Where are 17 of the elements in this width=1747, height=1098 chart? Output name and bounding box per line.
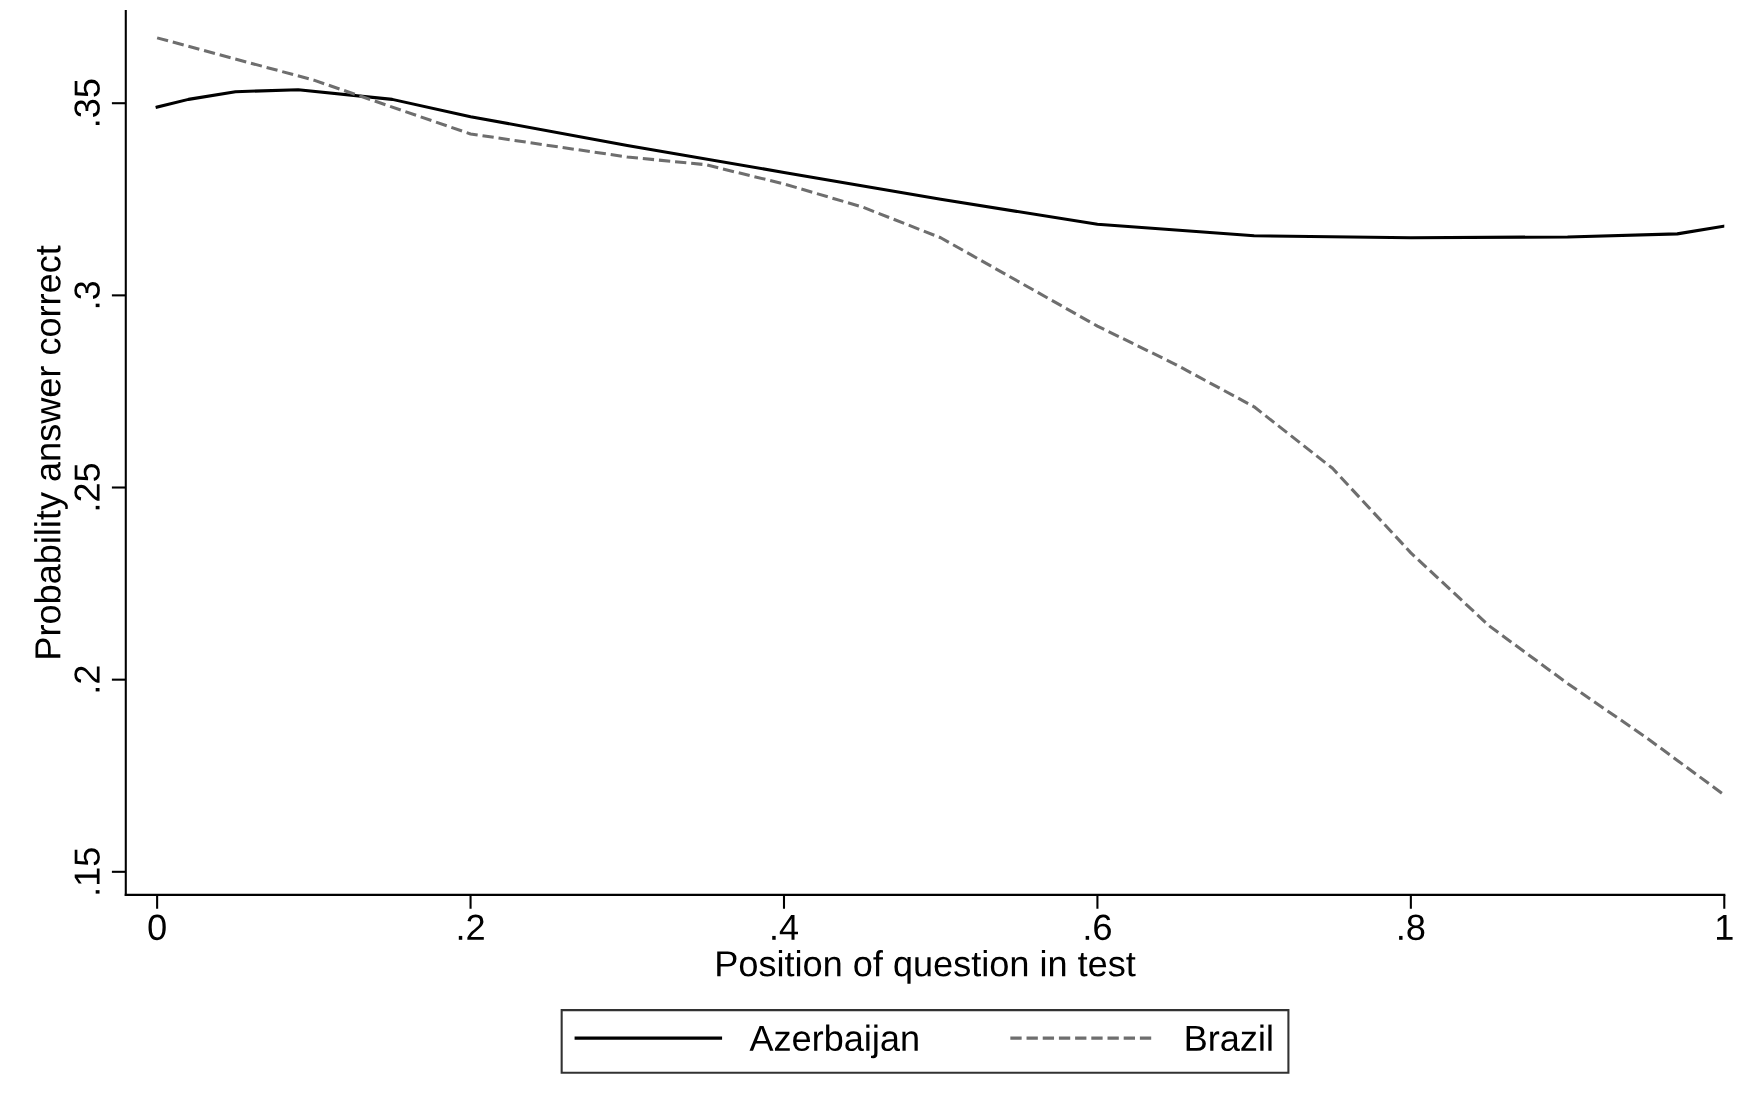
x-tick-label: .6 xyxy=(1085,914,1111,941)
x-tick-label: .2 xyxy=(458,914,484,940)
x-tick-label: .8 xyxy=(1399,914,1425,941)
y-tick-label: .25 xyxy=(74,463,100,510)
x-tick-label: 1 xyxy=(1717,914,1733,940)
legend-label: Brazil xyxy=(1186,1024,1272,1052)
x-tick-label: 0 xyxy=(148,914,166,941)
y-tick-label: .3 xyxy=(74,281,100,308)
y-axis-title: Probability answer correct xyxy=(34,245,68,658)
line-series xyxy=(155,36,1725,797)
x-axis-title: Position of question in test xyxy=(717,950,1136,984)
x-tick-label: .4 xyxy=(772,914,798,940)
line-series xyxy=(155,88,1725,240)
y-tick-label: .35 xyxy=(74,79,100,126)
y-tick-label: .15 xyxy=(74,848,100,894)
legend-label: Azerbaijan xyxy=(749,1024,918,1059)
y-tick-label: .2 xyxy=(74,666,100,692)
